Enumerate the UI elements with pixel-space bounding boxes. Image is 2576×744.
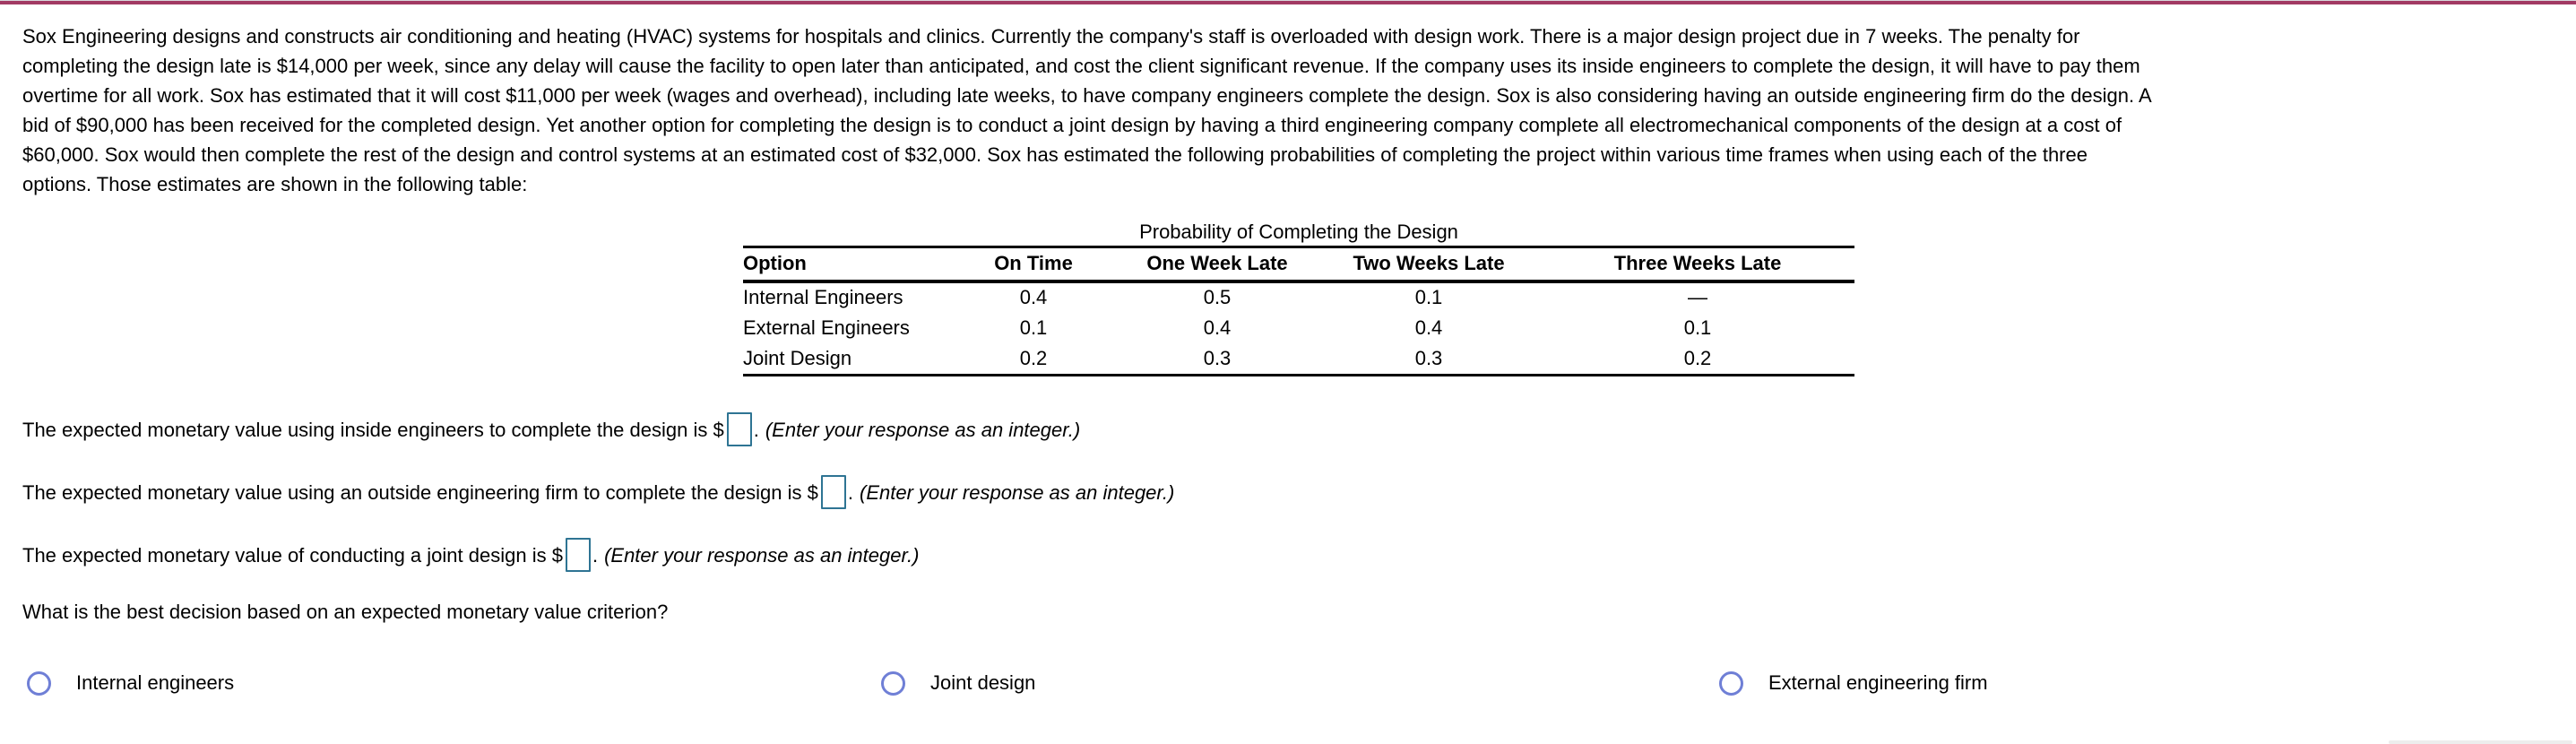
cell-value: 0.4	[1203, 316, 1232, 339]
table-header-row: Option On Time One Week Late Two Weeks L…	[743, 247, 1854, 281]
emv-inside-input[interactable]	[726, 412, 752, 447]
answer-hint: (Enter your response as an integer.)	[860, 481, 1175, 504]
option-label: Internal engineers	[76, 671, 235, 694]
mc-prompt: What is the best decision based on an ex…	[22, 601, 669, 623]
emv-joint-input[interactable]	[565, 538, 591, 573]
table-row-joint-design: Joint Design 0.2 0.3 0.3 0.2	[743, 344, 1854, 376]
cell-value: 0.1	[1414, 286, 1443, 308]
problem-line: Sox Engineering designs and constructs a…	[22, 25, 2080, 48]
window-edge-line	[0, 0, 2576, 1]
question-suffix: .	[847, 481, 853, 504]
mc-options: Internal engineers Joint design External…	[0, 669, 2576, 697]
answer-hint: (Enter your response as an integer.)	[604, 544, 920, 567]
row-label: Internal Engineers	[743, 286, 903, 308]
question-text: The expected monetary value using an out…	[22, 481, 818, 504]
table-row-external-engineers: External Engineers 0.1 0.4 0.4 0.1	[743, 313, 1854, 344]
question-suffix: .	[753, 419, 759, 441]
question-emv-joint: The expected monetary value of conductin…	[22, 536, 919, 575]
problem-statement: Sox Engineering designs and constructs a…	[22, 22, 2152, 199]
option-label: Joint design	[930, 671, 1036, 694]
cell-value: 0.2	[1019, 347, 1048, 370]
emv-outside-input[interactable]	[820, 475, 846, 510]
question-emv-inside: The expected monetary value using inside…	[22, 411, 1080, 450]
problem-line: overtime for all work. Sox has estimated…	[22, 84, 2152, 107]
horizontal-scrollbar[interactable]	[2389, 740, 2572, 744]
column-header-one-week-late: One Week Late	[1146, 252, 1288, 275]
question-text: The expected monetary value using inside…	[22, 419, 724, 441]
cell-value: —	[1688, 286, 1707, 308]
problem-line: completing the design late is $14,000 pe…	[22, 55, 2140, 77]
radio-icon[interactable]	[27, 670, 51, 696]
column-header-on-time: On Time	[994, 252, 1073, 275]
radio-icon[interactable]	[1719, 670, 1743, 696]
question-emv-outside: The expected monetary value using an out…	[22, 473, 1174, 513]
probability-table: Probability of Completing the Design Opt…	[743, 219, 1854, 376]
table-row-internal-engineers: Internal Engineers 0.4 0.5 0.1 —	[743, 281, 1854, 313]
column-header-three-weeks-late: Three Weeks Late	[1613, 252, 1782, 275]
cell-value: 0.3	[1203, 347, 1232, 370]
top-accent-bar	[0, 1, 2576, 4]
radio-icon[interactable]	[881, 670, 905, 696]
problem-line: bid of $90,000 has been received for the…	[22, 114, 2122, 136]
row-label: External Engineers	[743, 316, 910, 339]
option-internal-engineers[interactable]: Internal engineers	[27, 669, 234, 697]
cell-value: 0.2	[1683, 347, 1712, 370]
cell-value: 0.5	[1203, 286, 1232, 308]
column-header-two-weeks-late: Two Weeks Late	[1353, 252, 1505, 275]
cell-value: 0.4	[1019, 286, 1048, 308]
row-label: Joint Design	[743, 347, 852, 370]
cell-value: 0.1	[1683, 316, 1712, 339]
table-caption: Probability of Completing the Design	[1139, 221, 1458, 243]
option-joint-design[interactable]: Joint design	[881, 669, 1035, 697]
question-text: The expected monetary value of conductin…	[22, 544, 563, 567]
cell-value: 0.3	[1414, 347, 1443, 370]
column-header-option: Option	[743, 252, 807, 275]
question-suffix: .	[592, 544, 599, 567]
option-label: External engineering firm	[1768, 671, 1988, 694]
option-external-engineering-firm[interactable]: External engineering firm	[1719, 669, 1988, 697]
problem-line: options. Those estimates are shown in th…	[22, 173, 528, 195]
cell-value: 0.1	[1019, 316, 1048, 339]
problem-line: $60,000. Sox would then complete the res…	[22, 143, 2088, 166]
cell-value: 0.4	[1414, 316, 1443, 339]
answer-hint: (Enter your response as an integer.)	[765, 419, 1081, 441]
